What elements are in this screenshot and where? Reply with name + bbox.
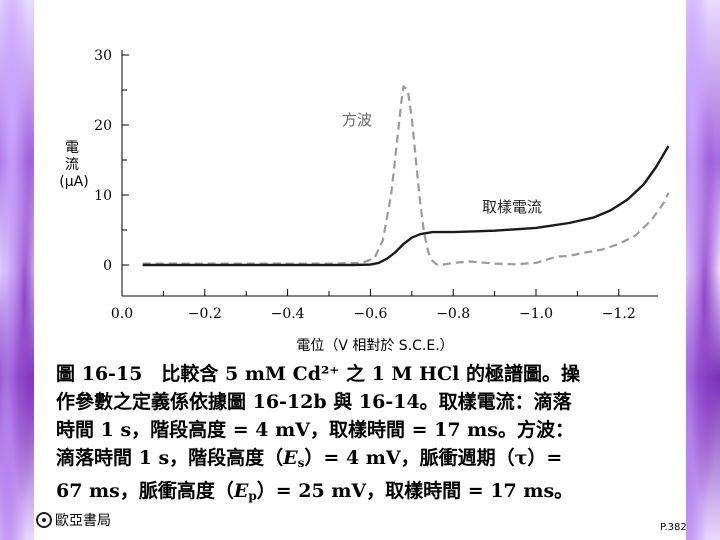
series-label-square-wave: 方波 [342,111,372,129]
x-tick-label: −1.2 [602,306,636,322]
caption-line-2: 作參數之定義係依據圖 16-12b 與 16-14。取樣電流：滴落 [56,391,572,413]
caption-line-5: 67 ms，脈衝高度（Ep）= 25 mV，取樣時間 = 17 ms。 [56,480,574,503]
chart-series [142,85,670,267]
caption-line-1: 圖 16-15 比較含 5 mM Cd²⁺ 之 1 M HCl 的極譜圖。操 [56,363,580,385]
publisher-logo: 歐亞書局 [36,510,111,530]
chart-labels: 0 10 20 30 0.0 −0.2 −0.4 −0.6 −0.8 −1.0 −1.2 方波取樣電流… [59,48,636,354]
x-tick-label: −0.6 [353,306,387,322]
chart-axes [121,50,658,297]
y-tick-label: 30 [94,48,112,64]
y-tick-label: 20 [94,118,112,134]
x-tick-label: −0.4 [271,306,305,322]
x-tick-label: 0.0 [111,306,133,322]
slide [34,0,686,540]
polarogram-chart: 0 10 20 30 0.0 −0.2 −0.4 −0.6 −0.8 −1.0 −1.2 方波取樣電流… [59,48,670,354]
decorative-right-border [680,0,720,540]
x-tick-label: −0.8 [436,306,470,322]
y-axis-label: (μA) [59,174,88,190]
caption-line-3: 時間 1 s，階段高度 = 4 mV，取樣時間 = 17 ms。方波： [56,419,574,441]
y-axis-label: 流 [65,157,79,173]
x-tick-label: −1.0 [519,306,553,322]
x-axis-label: 電位（V 相對於 S.C.E.） [296,338,453,354]
figure-caption: 圖 16-15 比較含 5 mM Cd²⁺ 之 1 M HCl 的極譜圖。操 作… [56,360,676,510]
x-tick-label: −0.2 [188,306,222,322]
y-axis-label: 電 [65,140,79,156]
publisher-icon [36,512,52,528]
publisher-name: 歐亞書局 [55,513,111,529]
y-tick-label: 0 [103,258,112,274]
series-label-sampled-current: 取樣電流 [482,198,542,216]
y-tick-label: 10 [94,188,112,204]
sampled-current-series-line [142,145,670,267]
square-wave-series-line [142,85,670,267]
decorative-left-border [0,0,40,540]
caption-line-4: 滴落時間 1 s，階段高度（Es）= 4 mV，脈衝週期（τ）= [56,447,563,470]
page-number: P.382 [660,522,687,533]
